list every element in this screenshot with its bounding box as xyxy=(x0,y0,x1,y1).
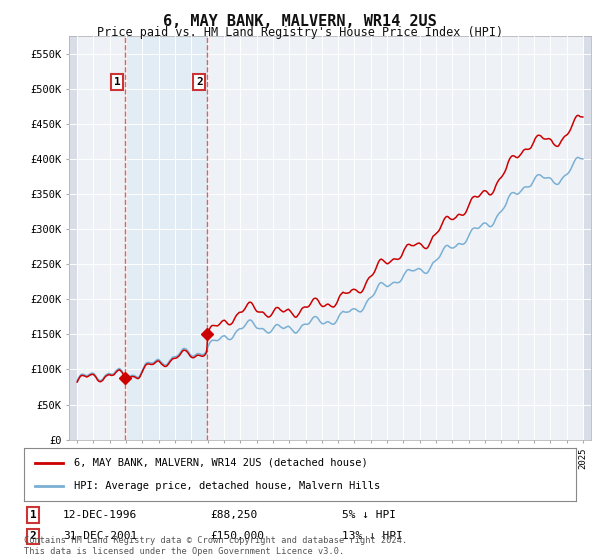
Text: 6, MAY BANK, MALVERN, WR14 2US (detached house): 6, MAY BANK, MALVERN, WR14 2US (detached… xyxy=(74,458,367,468)
Bar xyxy=(125,36,208,440)
Text: 12-DEC-1996: 12-DEC-1996 xyxy=(63,510,137,520)
Text: 2: 2 xyxy=(29,531,37,542)
Text: Contains HM Land Registry data © Crown copyright and database right 2024.
This d: Contains HM Land Registry data © Crown c… xyxy=(24,536,407,556)
Bar xyxy=(69,36,77,440)
Bar xyxy=(583,36,591,440)
Text: 5% ↓ HPI: 5% ↓ HPI xyxy=(342,510,396,520)
Text: £88,250: £88,250 xyxy=(210,510,257,520)
Text: HPI: Average price, detached house, Malvern Hills: HPI: Average price, detached house, Malv… xyxy=(74,481,380,491)
Text: 1: 1 xyxy=(114,77,121,87)
Text: 1: 1 xyxy=(29,510,37,520)
Text: 13% ↓ HPI: 13% ↓ HPI xyxy=(342,531,403,542)
Text: Price paid vs. HM Land Registry's House Price Index (HPI): Price paid vs. HM Land Registry's House … xyxy=(97,26,503,39)
Text: 6, MAY BANK, MALVERN, WR14 2US: 6, MAY BANK, MALVERN, WR14 2US xyxy=(163,14,437,29)
Text: £150,000: £150,000 xyxy=(210,531,264,542)
Text: 31-DEC-2001: 31-DEC-2001 xyxy=(63,531,137,542)
Text: 2: 2 xyxy=(196,77,203,87)
